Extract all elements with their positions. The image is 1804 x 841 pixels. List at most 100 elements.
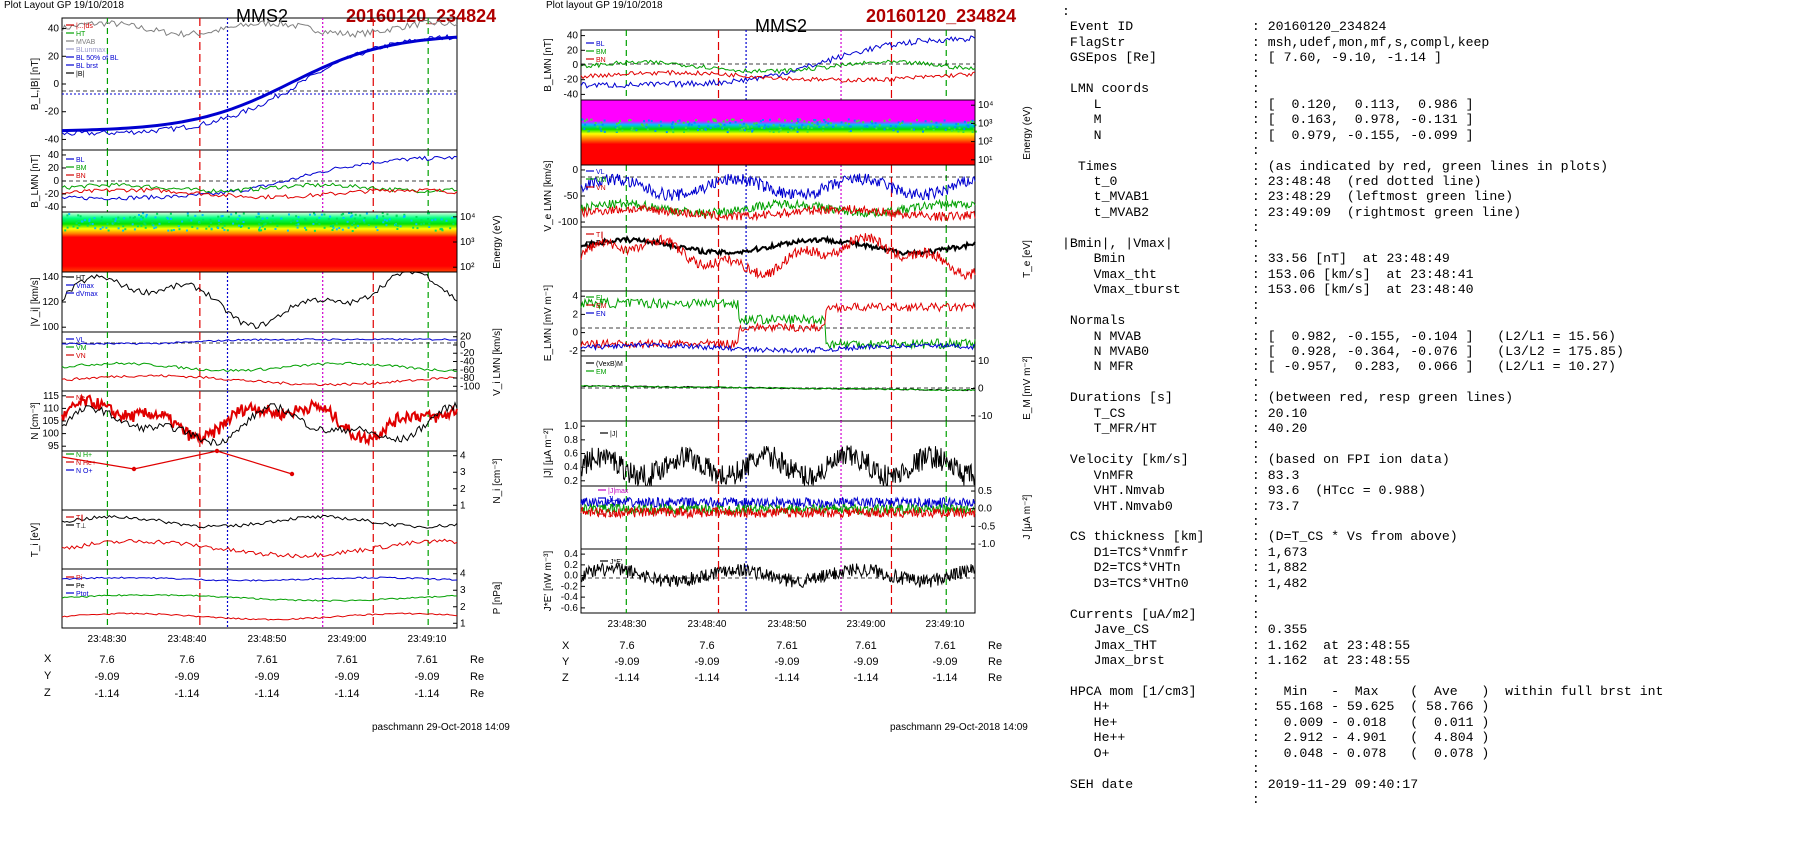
info-line: : bbox=[1062, 297, 1260, 313]
spectrogram-speckle bbox=[445, 219, 448, 222]
spectrogram-speckle bbox=[138, 214, 140, 216]
y-tick-label: -100 bbox=[558, 217, 578, 228]
spectrogram-speckle bbox=[257, 213, 260, 215]
spectrogram-speckle bbox=[353, 217, 356, 220]
spectrogram-speckle bbox=[186, 212, 189, 215]
spectrogram-speckle bbox=[449, 227, 452, 230]
spectrogram-speckle bbox=[767, 125, 770, 128]
position-value: -9.09 bbox=[334, 671, 359, 683]
y-axis-label: |J| [μA m⁻²] bbox=[543, 428, 554, 478]
time-axis-label: 23:48:30 bbox=[88, 634, 127, 645]
spectrogram-speckle bbox=[632, 129, 635, 132]
spectrogram-speckle bbox=[329, 225, 332, 227]
spectrogram-speckle bbox=[688, 122, 691, 125]
spectrogram-speckle bbox=[140, 215, 143, 218]
spectrogram-speckle bbox=[236, 218, 239, 221]
y-axis-label: E_M [mV m⁻²] bbox=[1022, 356, 1033, 420]
spectrogram-speckle bbox=[296, 219, 299, 222]
spectrogram-speckle bbox=[242, 221, 245, 223]
spectrogram-speckle bbox=[811, 122, 814, 125]
spectrogram-speckle bbox=[745, 123, 748, 126]
spectrogram-speckle bbox=[145, 213, 148, 216]
spectrogram-speckle bbox=[757, 125, 760, 128]
y-tick-label: 0 bbox=[53, 79, 59, 90]
y-tick-label: -20 bbox=[460, 348, 475, 359]
spectrogram-speckle bbox=[143, 222, 146, 225]
y-tick-label: 100 bbox=[42, 322, 59, 333]
info-line: Bmin : 33.56 [nT] at 23:48:49 bbox=[1062, 251, 1450, 267]
legend-entry: JN bbox=[608, 512, 617, 519]
y-tick-label: -20 bbox=[564, 75, 579, 86]
spectrogram-speckle bbox=[107, 229, 110, 232]
spectrogram-speckle bbox=[238, 214, 241, 217]
info-line: H+ : 55.168 - 59.625 ( 58.766 ) bbox=[1062, 699, 1490, 715]
info-line: Times : (as indicated by red, green line… bbox=[1062, 158, 1609, 174]
spectrogram-speckle bbox=[258, 226, 261, 229]
spectrogram-speckle bbox=[849, 125, 852, 128]
bn-line bbox=[61, 187, 458, 200]
spectrogram-speckle bbox=[403, 213, 406, 216]
y-tick-label: 20 bbox=[48, 163, 60, 174]
y-tick-label: 10² bbox=[978, 137, 993, 148]
spectrogram-speckle bbox=[350, 212, 353, 214]
spectrogram-speckle bbox=[971, 131, 974, 133]
spectrogram-speckle bbox=[434, 229, 437, 232]
position-unit: Re bbox=[470, 654, 484, 666]
spectrogram-speckle bbox=[340, 213, 343, 216]
y-axis-label: J*E' [nW m⁻³] bbox=[543, 551, 554, 612]
position-unit: Re bbox=[988, 656, 1002, 668]
legend-entry: HT bbox=[76, 31, 86, 38]
spectrogram-speckle bbox=[141, 216, 144, 219]
spectrogram-speckle bbox=[201, 214, 204, 217]
spectrogram-speckle bbox=[190, 219, 193, 222]
spectrogram-speckle bbox=[354, 226, 357, 229]
ni-point bbox=[289, 471, 295, 477]
info-line: : bbox=[1062, 143, 1260, 159]
spectrogram-speckle bbox=[671, 129, 674, 132]
legend-entry: EN bbox=[596, 311, 606, 318]
y-tick-label: 2 bbox=[572, 309, 578, 320]
em-line bbox=[580, 301, 976, 350]
spectrogram-speckle bbox=[873, 125, 876, 128]
spectrogram-speckle bbox=[860, 129, 863, 132]
position-value: -1.14 bbox=[334, 688, 359, 700]
bl-line bbox=[61, 155, 458, 201]
info-line: T_MFR/HT : 40.20 bbox=[1062, 421, 1308, 437]
spectrogram-speckle bbox=[168, 221, 170, 223]
spectrogram-speckle bbox=[323, 213, 326, 216]
spectrogram-speckle bbox=[77, 220, 80, 222]
te-par-line bbox=[580, 233, 976, 281]
p-tot-line bbox=[61, 576, 458, 582]
y-axis-label: T_i [eV] bbox=[30, 523, 41, 558]
spectrogram-speckle bbox=[779, 129, 782, 132]
legend-entry: |J|max bbox=[608, 488, 629, 495]
time-axis-label: 23:49:10 bbox=[926, 619, 965, 630]
spectrogram-speckle bbox=[932, 129, 935, 131]
y-tick-label: -0.2 bbox=[561, 581, 579, 592]
position-value: 7.61 bbox=[855, 640, 876, 652]
y-axis-label: E_LMN [mV m⁻¹] bbox=[543, 285, 554, 362]
y-tick-label: 10³ bbox=[978, 118, 993, 129]
spectrogram-speckle bbox=[258, 228, 260, 231]
spectrogram-speckle bbox=[122, 229, 125, 232]
spectrogram-speckle bbox=[967, 126, 970, 129]
spectrogram-speckle bbox=[247, 227, 250, 230]
legend-entry: N He+ bbox=[76, 460, 96, 467]
spectrogram-speckle bbox=[106, 223, 109, 226]
spectrogram-speckle bbox=[740, 128, 743, 130]
y-tick-label: 0.0 bbox=[564, 571, 578, 582]
spectrogram-speckle bbox=[320, 213, 323, 216]
spectrogram-speckle bbox=[428, 226, 431, 228]
spectrogram-speckle bbox=[399, 225, 402, 228]
spectrogram-speckle bbox=[354, 213, 357, 216]
y-tick-label: 95 bbox=[48, 441, 60, 452]
spectrogram-speckle bbox=[931, 125, 934, 128]
legend-entry: VL bbox=[76, 337, 85, 344]
t-par-line bbox=[61, 538, 458, 559]
spectrogram-speckle bbox=[365, 212, 368, 215]
spectrogram-speckle bbox=[750, 125, 753, 128]
legend-entry: HT bbox=[76, 275, 86, 282]
position-value: -9.09 bbox=[414, 671, 439, 683]
spectrogram-speckle bbox=[796, 130, 799, 133]
